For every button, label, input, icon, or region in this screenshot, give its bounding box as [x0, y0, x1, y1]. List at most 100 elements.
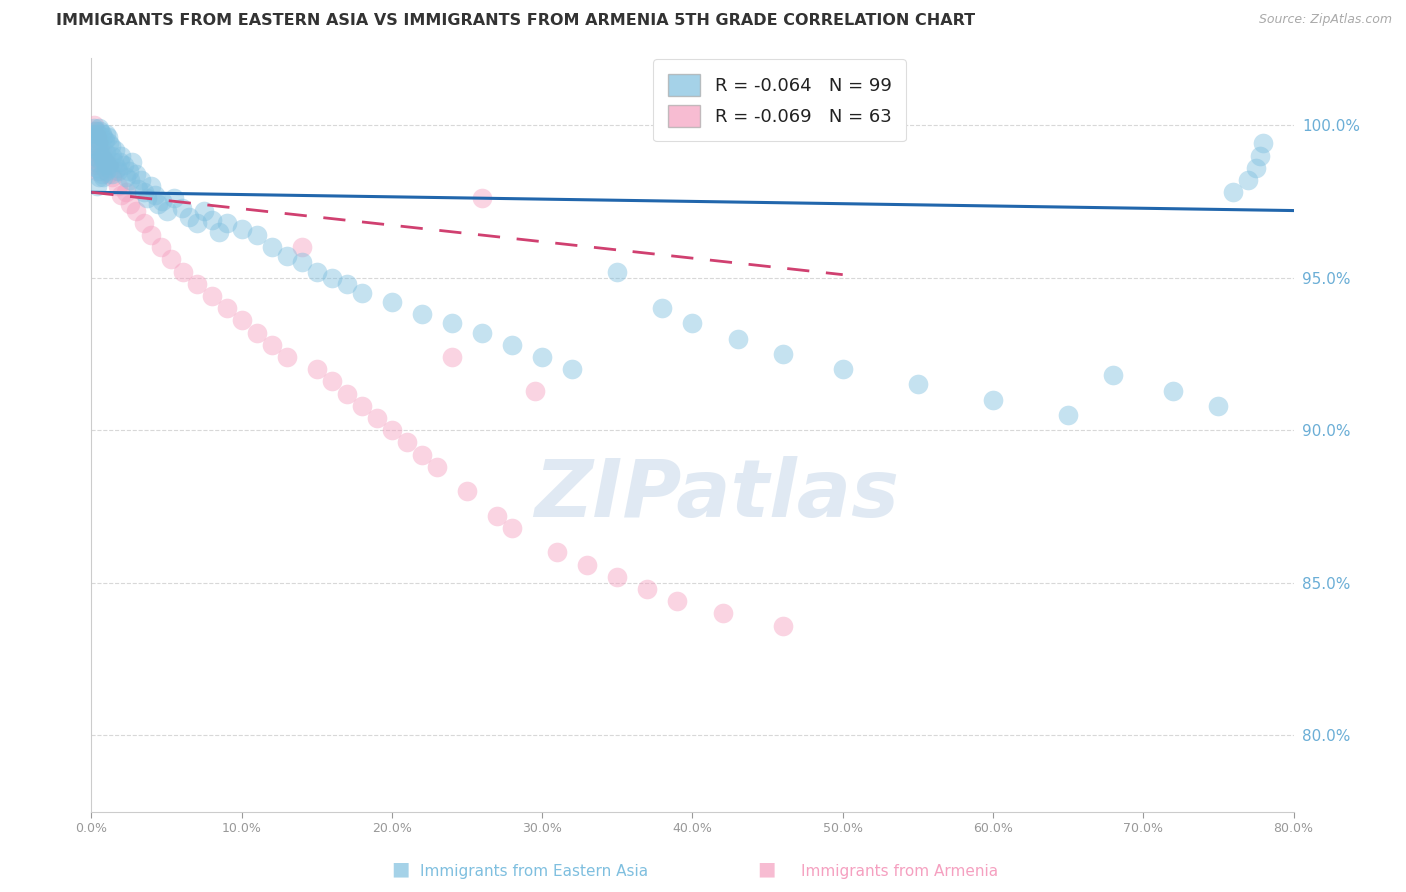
- Point: [129, 173, 152, 187]
- Point: [93, 152, 115, 166]
- Point: [86, 145, 108, 160]
- Point: [1161, 384, 1184, 398]
- Point: [84, 158, 107, 172]
- Point: [727, 332, 749, 346]
- Point: [82, 124, 104, 138]
- Point: [96, 164, 118, 178]
- Point: [83, 130, 105, 145]
- Point: [105, 161, 128, 175]
- Point: [115, 169, 138, 184]
- Point: [90, 128, 112, 142]
- Point: [86, 130, 108, 145]
- Point: [118, 164, 141, 178]
- Point: [1057, 408, 1080, 422]
- Point: [82, 136, 104, 151]
- Point: [208, 225, 231, 239]
- Point: [136, 191, 159, 205]
- Point: [87, 133, 110, 147]
- Point: [127, 182, 149, 196]
- Point: [711, 607, 734, 621]
- Point: [606, 570, 628, 584]
- Point: [260, 338, 283, 352]
- Point: [426, 459, 449, 474]
- Point: [86, 143, 108, 157]
- Point: [110, 188, 132, 202]
- Point: [86, 161, 108, 175]
- Point: [115, 186, 138, 200]
- Point: [907, 377, 929, 392]
- Point: [120, 197, 142, 211]
- Point: [97, 167, 120, 181]
- Point: [89, 139, 111, 153]
- Point: [101, 167, 124, 181]
- Point: [155, 203, 177, 218]
- Point: [90, 167, 112, 181]
- Point: [411, 307, 433, 321]
- Point: [1222, 186, 1244, 200]
- Point: [1102, 368, 1125, 383]
- Point: [576, 558, 599, 572]
- Point: [96, 154, 118, 169]
- Point: [100, 139, 122, 153]
- Text: Immigrants from Armenia: Immigrants from Armenia: [801, 863, 998, 879]
- Point: [231, 313, 253, 327]
- Point: [411, 448, 433, 462]
- Point: [231, 222, 253, 236]
- Point: [120, 173, 142, 187]
- Point: [350, 285, 373, 300]
- Point: [141, 227, 163, 242]
- Text: Source: ZipAtlas.com: Source: ZipAtlas.com: [1258, 13, 1392, 27]
- Point: [172, 264, 194, 278]
- Point: [89, 164, 111, 178]
- Point: [97, 130, 120, 145]
- Point: [305, 264, 328, 278]
- Point: [276, 350, 298, 364]
- Point: [93, 152, 115, 166]
- Point: [87, 152, 110, 166]
- Point: [291, 240, 314, 254]
- Point: [94, 133, 117, 147]
- Point: [561, 362, 583, 376]
- Point: [87, 121, 110, 136]
- Point: [381, 295, 404, 310]
- Point: [97, 158, 120, 172]
- Point: [170, 201, 193, 215]
- Point: [186, 277, 208, 291]
- Point: [471, 326, 494, 340]
- Point: [772, 618, 794, 632]
- Point: [89, 158, 111, 172]
- Point: [82, 139, 104, 153]
- Point: [104, 143, 127, 157]
- Point: [186, 216, 208, 230]
- Point: [246, 326, 269, 340]
- Point: [651, 301, 673, 316]
- Point: [84, 139, 107, 153]
- Point: [831, 362, 853, 376]
- Point: [132, 186, 155, 200]
- Point: [177, 210, 200, 224]
- Text: ZIPatlas: ZIPatlas: [534, 456, 898, 534]
- Point: [83, 130, 105, 145]
- Point: [305, 362, 328, 376]
- Point: [149, 240, 172, 254]
- Point: [83, 121, 105, 136]
- Text: ■: ■: [391, 860, 411, 879]
- Point: [84, 124, 107, 138]
- Point: [1208, 399, 1230, 413]
- Point: [90, 148, 112, 162]
- Point: [201, 289, 224, 303]
- Legend: R = -0.064   N = 99, R = -0.069   N = 63: R = -0.064 N = 99, R = -0.069 N = 63: [654, 60, 905, 142]
- Point: [96, 145, 118, 160]
- Point: [101, 148, 124, 162]
- Point: [440, 317, 463, 331]
- Point: [84, 154, 107, 169]
- Point: [471, 191, 494, 205]
- Point: [321, 375, 343, 389]
- Point: [381, 423, 404, 437]
- Point: [772, 347, 794, 361]
- Point: [84, 136, 107, 151]
- Point: [150, 194, 173, 209]
- Point: [96, 128, 118, 142]
- Point: [291, 255, 314, 269]
- Point: [1253, 136, 1275, 151]
